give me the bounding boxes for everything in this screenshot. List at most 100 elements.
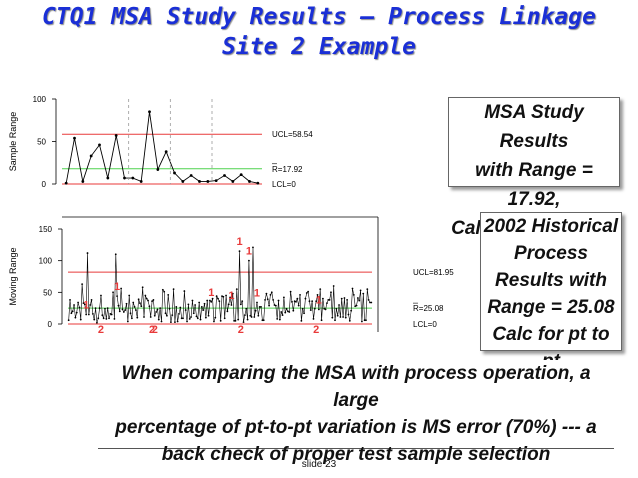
rule-violation-marker: 1 [316, 294, 322, 306]
data-point [217, 297, 219, 300]
data-point [104, 307, 106, 310]
data-point [189, 174, 193, 177]
data-point [74, 316, 77, 319]
data-point [81, 180, 85, 183]
data-point [122, 311, 125, 313]
data-point [137, 298, 140, 301]
conclusion-text: When comparing the MSA with process oper… [98, 360, 614, 465]
data-point [187, 303, 190, 306]
data-point [277, 299, 280, 302]
data-point [350, 309, 353, 312]
data-point [147, 299, 149, 302]
slide-title-line2: Site 2 Example [222, 34, 416, 60]
data-point [139, 180, 143, 183]
data-point [173, 171, 176, 175]
data-point [131, 176, 135, 180]
y-axis-label: Sample Range [8, 112, 18, 172]
data-point [109, 312, 112, 315]
data-point [78, 306, 81, 309]
data-point [309, 309, 312, 311]
data-point [342, 316, 344, 318]
data-point [256, 181, 260, 185]
data-point [98, 307, 101, 310]
data-point [365, 319, 367, 322]
data-point [233, 319, 236, 322]
data-point [335, 307, 338, 310]
data-point [254, 309, 257, 312]
data-point [231, 180, 235, 183]
data-point [331, 316, 334, 319]
data-point [202, 309, 205, 311]
data-point [250, 316, 253, 318]
data-point [114, 134, 118, 137]
data-point [77, 301, 79, 304]
rule-violation-marker: 1 [246, 246, 252, 258]
data-point [316, 293, 319, 296]
y-tick-label: 150 [39, 225, 53, 234]
data-point [328, 299, 331, 301]
y-tick-label: 50 [37, 138, 46, 147]
data-point [274, 304, 277, 307]
data-point [209, 299, 211, 302]
data-point [300, 319, 303, 322]
data-point [334, 319, 336, 322]
data-point [330, 291, 332, 294]
data-point [116, 295, 118, 298]
data-point [211, 297, 214, 300]
data-point [352, 293, 355, 296]
data-point [239, 303, 242, 306]
data-point [195, 315, 198, 318]
data-point [183, 290, 186, 292]
data-point [280, 311, 283, 313]
data-point [348, 319, 351, 322]
data-point [278, 318, 281, 321]
data-point [336, 314, 339, 317]
data-point [100, 294, 102, 297]
data-point [359, 289, 362, 292]
data-point [73, 304, 75, 306]
data-point [238, 250, 241, 253]
data-point [75, 311, 78, 314]
data-point [120, 287, 123, 290]
data-point [165, 314, 168, 317]
data-point [70, 312, 73, 315]
data-point [113, 318, 116, 320]
data-point [252, 246, 254, 249]
data-point [182, 317, 184, 320]
data-point [293, 300, 296, 303]
data-point [243, 314, 246, 317]
data-point [308, 300, 311, 303]
data-point [112, 291, 114, 294]
msa-callout-line: with Range = 17.92, [475, 160, 593, 210]
data-point [253, 316, 256, 318]
data-point [299, 293, 301, 296]
data-point [140, 305, 143, 308]
data-point [231, 292, 234, 295]
data-point [362, 292, 365, 295]
data-point [149, 316, 152, 318]
data-point [327, 299, 330, 301]
y-axis-label: Moving Range [8, 247, 18, 305]
lcl-label: LCL=0 [272, 180, 296, 189]
data-point [89, 304, 92, 306]
data-point [200, 306, 203, 308]
data-point [223, 317, 226, 320]
data-point [370, 301, 373, 304]
data-point [153, 314, 156, 317]
data-point [186, 320, 188, 323]
data-point [324, 308, 327, 311]
lcl-label: LCL=0 [413, 320, 437, 329]
data-point [79, 318, 82, 321]
data-point [164, 150, 168, 154]
data-point [69, 299, 71, 301]
data-point [338, 304, 340, 306]
data-point [213, 320, 215, 323]
data-point [143, 316, 145, 318]
data-point [71, 310, 74, 313]
data-point [239, 173, 243, 177]
data-point [194, 304, 197, 306]
data-point [249, 314, 252, 317]
slide-number: slide 23 [301, 459, 337, 470]
data-point [351, 287, 354, 290]
hist-callout-line: 2002 Historical [483, 216, 619, 237]
